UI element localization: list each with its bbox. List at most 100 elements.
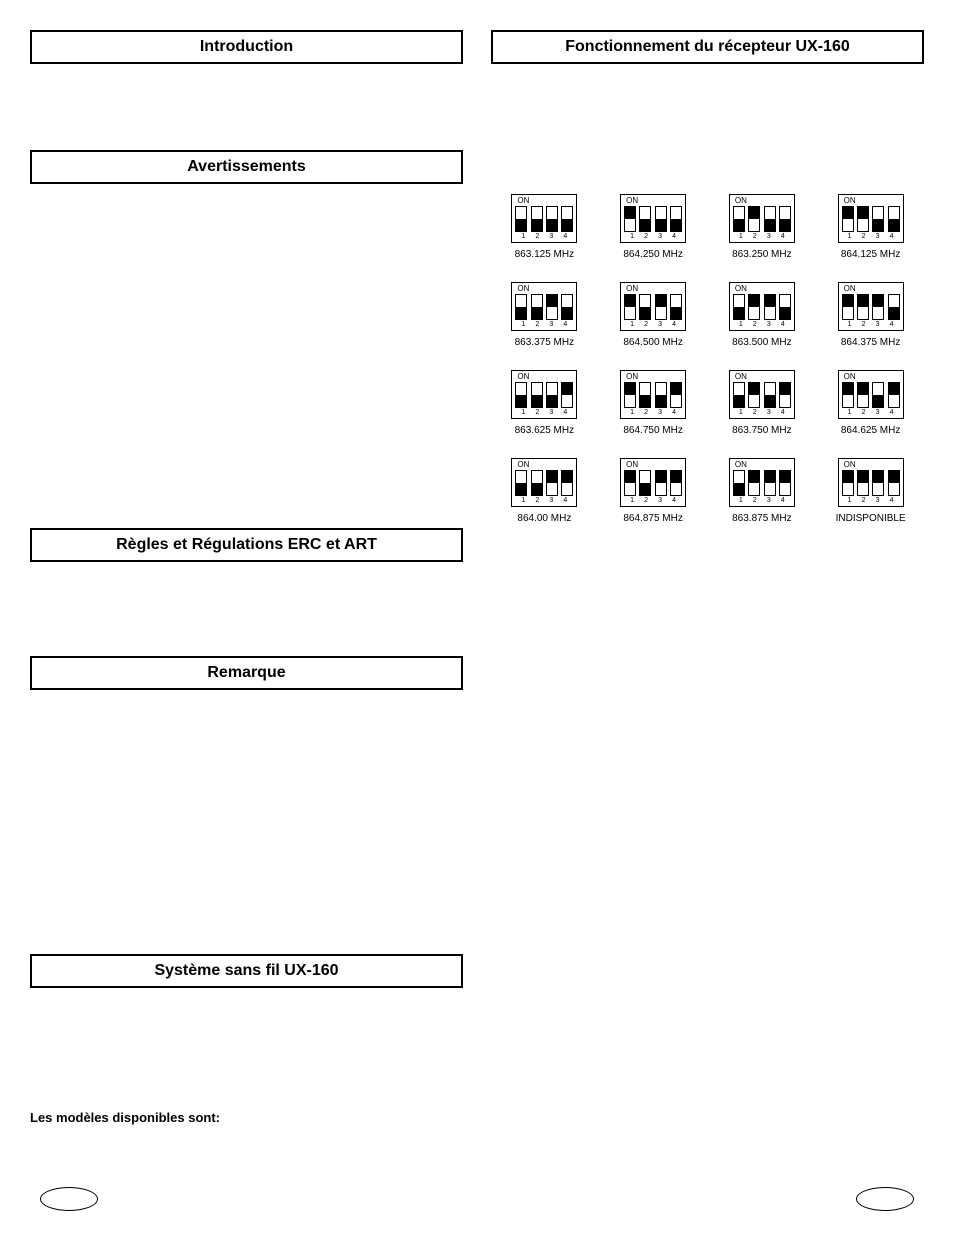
dip-on-label: ON: [624, 285, 682, 294]
dip-number-row: 1234: [733, 320, 791, 329]
dip-slot: [872, 294, 884, 320]
dip-on-label: ON: [842, 373, 900, 382]
dip-slot: [857, 206, 869, 232]
dip-number: 2: [858, 409, 870, 417]
dip-switch-item: ON1234863.250 MHz: [715, 194, 810, 260]
dip-slots: [842, 470, 900, 496]
dip-number: 2: [749, 233, 761, 241]
dip-slots: [842, 206, 900, 232]
dip-number-row: 1234: [842, 320, 900, 329]
dip-number: 3: [654, 497, 666, 505]
dip-switch-item: ON1234864.125 MHz: [823, 194, 918, 260]
dip-slider: [749, 471, 759, 483]
dip-slider: [780, 471, 790, 483]
dip-switch-box: ON1234: [729, 458, 795, 507]
dip-switch-box: ON1234: [511, 458, 577, 507]
dip-number: 1: [626, 321, 638, 329]
dip-slot: [655, 470, 667, 496]
dip-slider: [889, 471, 899, 483]
dip-slider: [547, 471, 557, 483]
dip-slot: [515, 294, 527, 320]
dip-slot: [670, 294, 682, 320]
dip-slider: [656, 471, 666, 483]
dip-slots: [733, 294, 791, 320]
dip-number: 4: [668, 233, 680, 241]
dip-slider: [547, 295, 557, 307]
dip-number: 3: [763, 321, 775, 329]
modeles-label: Les modèles disponibles sont:: [30, 1110, 463, 1125]
dip-slider: [671, 219, 681, 231]
dip-number: 4: [559, 233, 571, 241]
dip-slot: [842, 294, 854, 320]
dip-number: 1: [517, 321, 529, 329]
dip-frequency-label: 863.250 MHz: [732, 249, 791, 260]
dip-switch-box: ON1234: [511, 282, 577, 331]
dip-number: 2: [749, 497, 761, 505]
dip-slider: [873, 219, 883, 231]
dip-on-label: ON: [624, 461, 682, 470]
dip-slider: [671, 307, 681, 319]
dip-frequency-label: 864.375 MHz: [841, 337, 900, 348]
dip-slot: [670, 206, 682, 232]
dip-slider: [858, 207, 868, 219]
dip-number: 1: [735, 497, 747, 505]
dip-switch-item: ON1234863.875 MHz: [715, 458, 810, 524]
dip-number: 3: [654, 409, 666, 417]
dip-number: 2: [531, 409, 543, 417]
dip-slot: [842, 382, 854, 408]
page-number-oval-left: [40, 1187, 98, 1211]
dip-slot: [546, 294, 558, 320]
dip-slider: [625, 383, 635, 395]
dip-slider: [640, 219, 650, 231]
dip-number: 4: [559, 497, 571, 505]
dip-number: 2: [531, 497, 543, 505]
dip-slot: [531, 470, 543, 496]
dip-slider: [765, 295, 775, 307]
dip-number: 3: [545, 321, 557, 329]
dip-slider: [625, 471, 635, 483]
dip-number: 3: [763, 497, 775, 505]
right-column: Fonctionnement du récepteur UX-160 ON123…: [491, 30, 924, 1133]
dip-slot: [639, 206, 651, 232]
dip-slots: [515, 470, 573, 496]
dip-frequency-label: 864.250 MHz: [623, 249, 682, 260]
dip-number: 3: [545, 497, 557, 505]
dip-number: 1: [517, 233, 529, 241]
dip-number: 1: [517, 497, 529, 505]
dip-slot: [764, 294, 776, 320]
dip-on-label: ON: [842, 285, 900, 294]
header-remarque: Remarque: [30, 656, 463, 690]
dip-slider: [625, 295, 635, 307]
dip-number-row: 1234: [515, 232, 573, 241]
dip-switch-item: ON1234 863.375 MHz: [497, 282, 592, 348]
dip-switch-item: ON 1234 864.375 MHz: [823, 282, 918, 348]
dip-number: 4: [777, 497, 789, 505]
dip-number: 2: [749, 409, 761, 417]
dip-number-row: 1234: [624, 408, 682, 417]
dip-slot: [655, 294, 667, 320]
dip-slider: [734, 307, 744, 319]
dip-number: 2: [640, 233, 652, 241]
dip-number: 2: [749, 321, 761, 329]
dip-frequency-label: 864.00 MHz: [517, 513, 571, 524]
dip-on-label: ON: [515, 373, 573, 382]
dip-number-row: 1234: [624, 320, 682, 329]
dip-number: 1: [844, 321, 856, 329]
dip-slot: [842, 206, 854, 232]
dip-slider: [734, 219, 744, 231]
dip-slider: [889, 219, 899, 231]
dip-number: 2: [531, 321, 543, 329]
dip-slots: [624, 382, 682, 408]
dip-frequency-label: 863.125 MHz: [515, 249, 574, 260]
dip-number: 4: [777, 233, 789, 241]
dip-slot: [764, 206, 776, 232]
dip-slider: [780, 383, 790, 395]
dip-switch-item: ON1234863.125 MHz: [497, 194, 592, 260]
spacer: [30, 78, 463, 150]
dip-frequency-label: 863.750 MHz: [732, 425, 791, 436]
dip-switch-item: ON1234863.500 MHz: [715, 282, 810, 348]
dip-number: 4: [886, 409, 898, 417]
dip-slider: [640, 307, 650, 319]
dip-number: 4: [886, 233, 898, 241]
dip-frequency-label: 863.375 MHz: [515, 337, 574, 348]
